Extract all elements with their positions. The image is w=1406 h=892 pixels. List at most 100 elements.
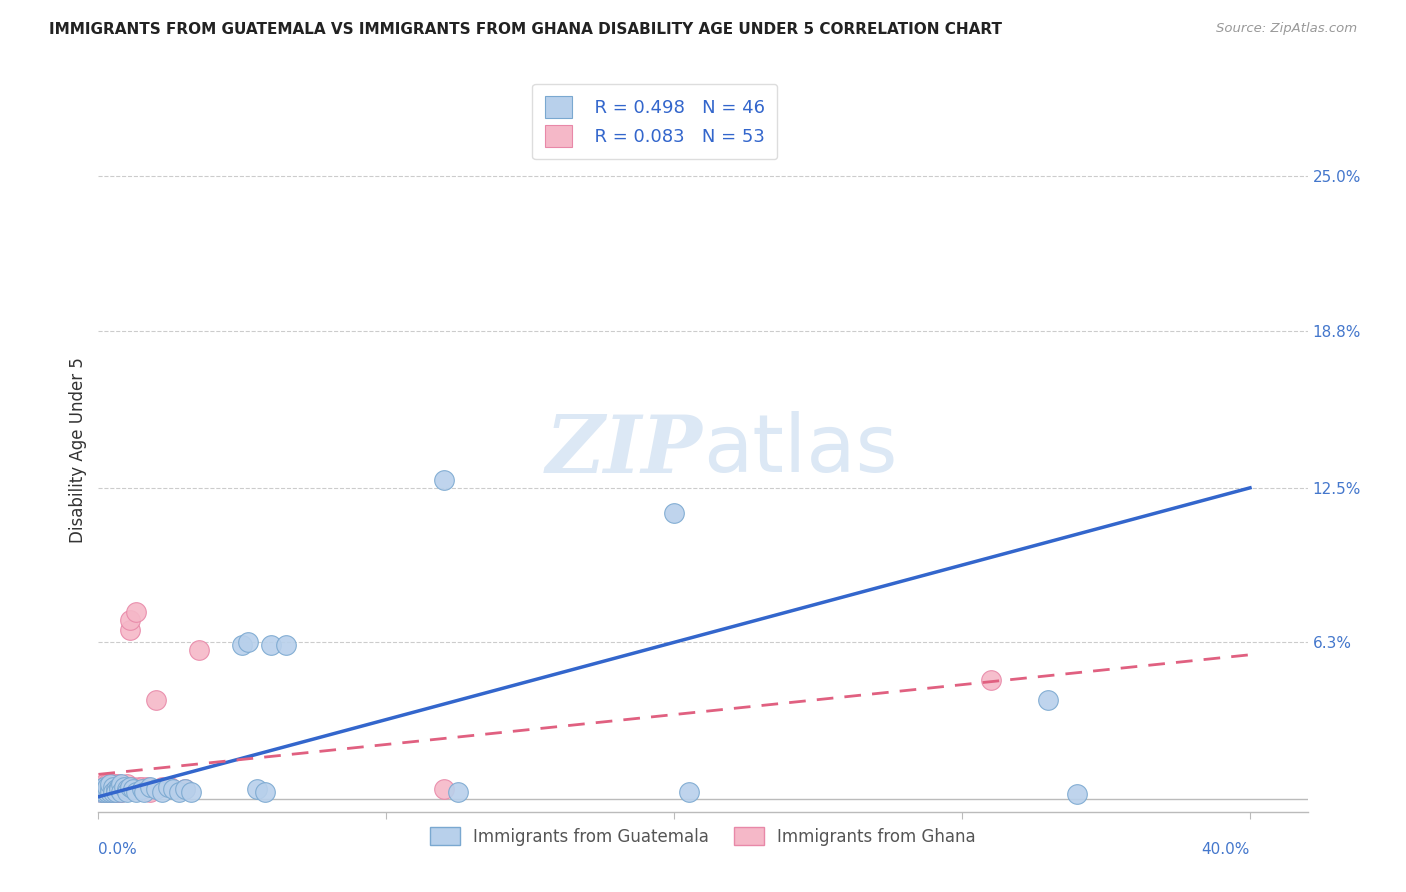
Point	[107, 785, 129, 799]
Point	[254, 785, 277, 799]
Point	[90, 780, 112, 794]
Point	[98, 782, 121, 797]
Point	[180, 785, 202, 799]
Point	[246, 782, 269, 797]
Point	[145, 782, 167, 797]
Point	[101, 785, 124, 799]
Point	[96, 780, 118, 794]
Point	[122, 782, 145, 797]
Point	[125, 785, 148, 799]
Point	[274, 638, 297, 652]
Point	[260, 638, 283, 652]
Point	[93, 780, 115, 794]
Text: atlas: atlas	[703, 411, 897, 490]
Point	[173, 782, 195, 797]
Point	[90, 785, 112, 799]
Point	[96, 785, 118, 799]
Point	[128, 780, 150, 794]
Point	[101, 780, 124, 794]
Point	[93, 780, 115, 794]
Point	[112, 780, 135, 794]
Point	[90, 782, 112, 797]
Point	[433, 474, 456, 488]
Point	[104, 780, 127, 794]
Point	[96, 782, 118, 797]
Point	[98, 777, 121, 791]
Point	[145, 692, 167, 706]
Point	[139, 785, 162, 799]
Point	[188, 642, 211, 657]
Point	[107, 782, 129, 797]
Point	[433, 782, 456, 797]
Point	[93, 782, 115, 797]
Point	[104, 785, 127, 799]
Point	[96, 777, 118, 791]
Point	[93, 785, 115, 799]
Point	[236, 635, 259, 649]
Point	[112, 782, 135, 797]
Y-axis label: Disability Age Under 5: Disability Age Under 5	[69, 358, 87, 543]
Point	[93, 777, 115, 791]
Point	[98, 777, 121, 791]
Point	[112, 780, 135, 794]
Point	[122, 780, 145, 794]
Point	[98, 780, 121, 794]
Point	[104, 785, 127, 799]
Point	[90, 782, 112, 797]
Point	[101, 782, 124, 797]
Point	[96, 782, 118, 797]
Point	[156, 780, 179, 794]
Point	[90, 785, 112, 799]
Text: ZIP: ZIP	[546, 412, 703, 489]
Point	[115, 782, 138, 797]
Point	[122, 782, 145, 797]
Point	[110, 785, 132, 799]
Legend: Immigrants from Guatemala, Immigrants from Ghana: Immigrants from Guatemala, Immigrants fr…	[422, 819, 984, 854]
Point	[98, 785, 121, 799]
Text: Source: ZipAtlas.com: Source: ZipAtlas.com	[1216, 22, 1357, 36]
Point	[1038, 692, 1060, 706]
Point	[110, 777, 132, 791]
Point	[150, 780, 173, 794]
Text: IMMIGRANTS FROM GUATEMALA VS IMMIGRANTS FROM GHANA DISABILITY AGE UNDER 5 CORREL: IMMIGRANTS FROM GUATEMALA VS IMMIGRANTS …	[49, 22, 1002, 37]
Point	[115, 777, 138, 791]
Point	[1066, 787, 1088, 801]
Point	[150, 785, 173, 799]
Point	[120, 613, 142, 627]
Point	[110, 782, 132, 797]
Point	[134, 785, 156, 799]
Point	[167, 785, 190, 799]
Point	[98, 785, 121, 799]
Point	[131, 780, 153, 794]
Point	[115, 785, 138, 799]
Point	[107, 777, 129, 791]
Point	[980, 673, 1002, 687]
Point	[231, 638, 253, 652]
Point	[98, 785, 121, 799]
Point	[110, 780, 132, 794]
Point	[101, 785, 124, 799]
Text: 0.0%: 0.0%	[98, 842, 138, 856]
Point	[139, 780, 162, 794]
Point	[107, 782, 129, 797]
Point	[110, 785, 132, 799]
Point	[98, 782, 121, 797]
Point	[120, 780, 142, 794]
Point	[115, 782, 138, 797]
Point	[101, 780, 124, 794]
Point	[678, 785, 700, 799]
Point	[104, 782, 127, 797]
Text: 40.0%: 40.0%	[1202, 842, 1250, 856]
Point	[104, 777, 127, 791]
Point	[664, 506, 686, 520]
Point	[96, 782, 118, 797]
Point	[125, 606, 148, 620]
Point	[136, 780, 159, 794]
Point	[134, 782, 156, 797]
Point	[107, 780, 129, 794]
Point	[120, 623, 142, 637]
Point	[93, 785, 115, 799]
Point	[173, 782, 195, 797]
Point	[162, 782, 184, 797]
Point	[101, 780, 124, 794]
